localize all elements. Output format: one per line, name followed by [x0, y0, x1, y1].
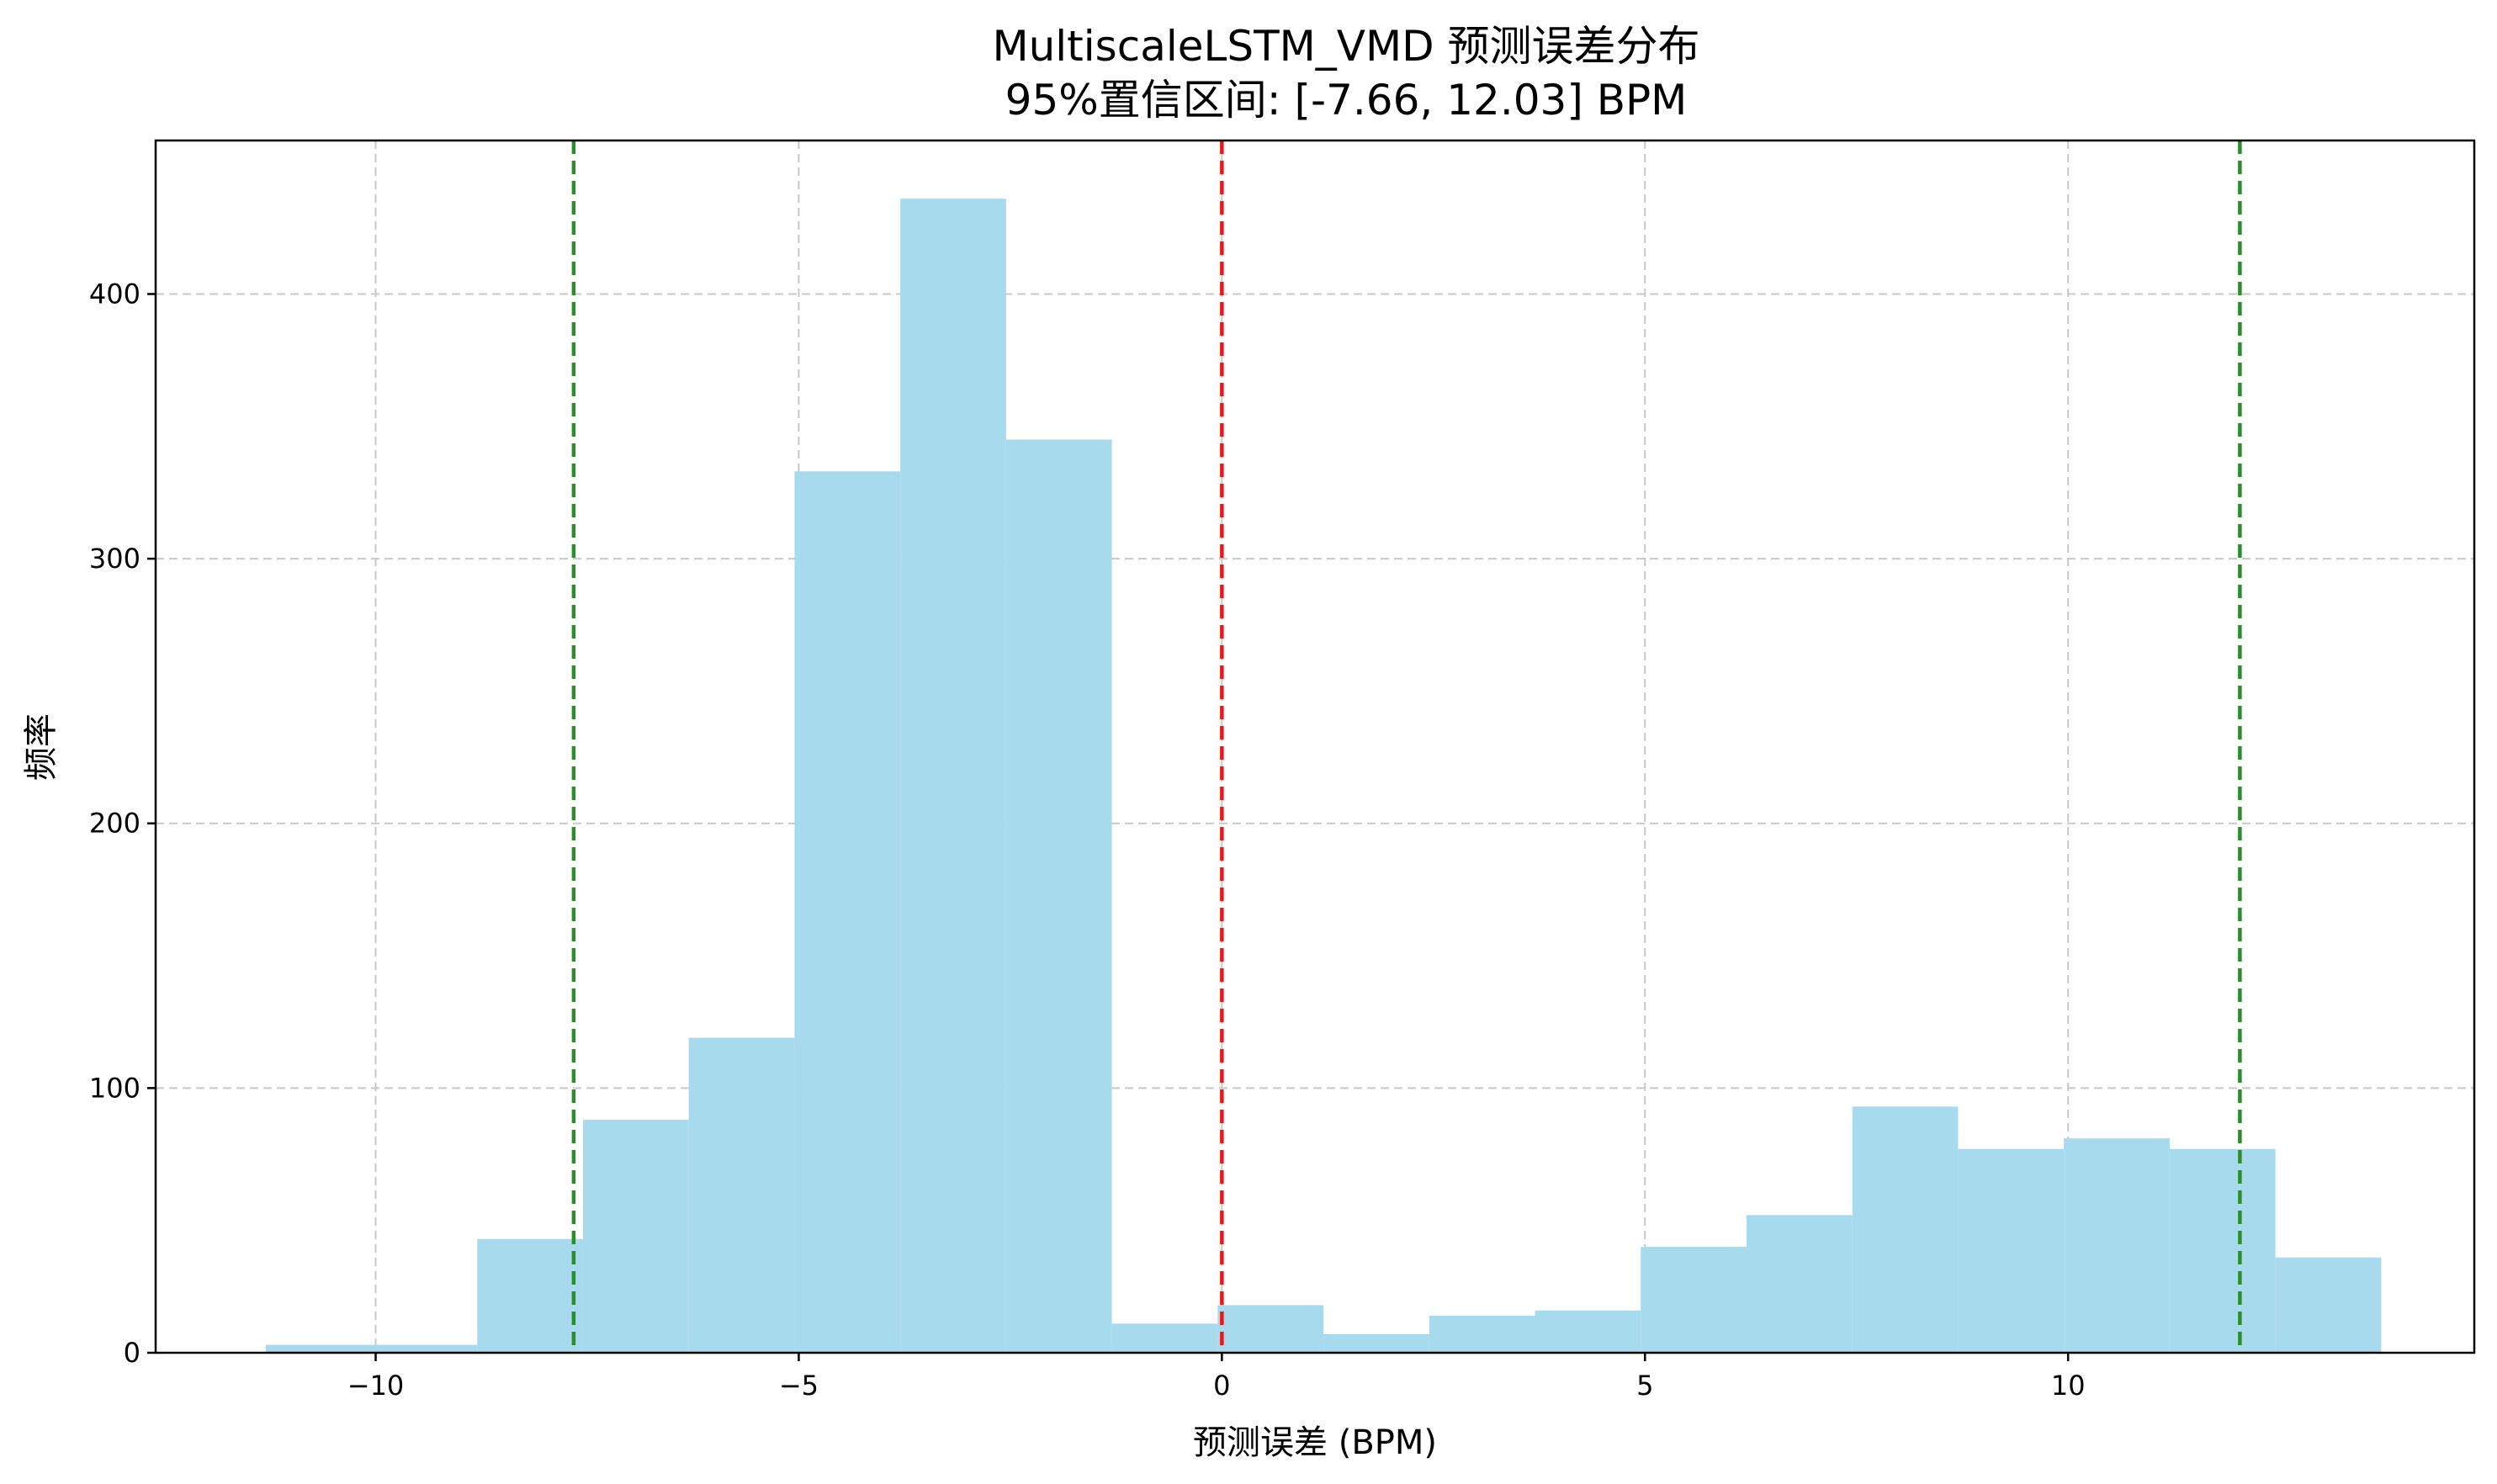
x-tick-label-4: 10: [2051, 1370, 2086, 1402]
reference-lines: [571, 140, 2242, 1353]
histogram-bar-15: [1958, 1148, 2065, 1353]
histogram-bar-14: [1852, 1106, 1959, 1353]
y-axis-label: 频率: [22, 713, 61, 781]
y-tick-label-3: 300: [89, 543, 140, 575]
histogram-bar-13: [1746, 1215, 1853, 1353]
histogram-bars: [265, 199, 2382, 1354]
histogram-bar-7: [1111, 1323, 1218, 1353]
x-tick-label-2: 0: [1213, 1370, 1230, 1402]
histogram-bar-17: [2169, 1148, 2276, 1353]
histogram-bar-8: [1217, 1305, 1324, 1353]
histogram-bar-10: [1429, 1315, 1535, 1353]
histogram-bar-5: [900, 199, 1006, 1353]
histogram-bar-2: [582, 1120, 689, 1353]
histogram-bar-4: [794, 471, 901, 1353]
histogram-bar-18: [2275, 1257, 2382, 1353]
plot-frame: [154, 139, 2476, 1354]
histogram-bar-6: [1005, 439, 1112, 1354]
x-axis-label: 预测误差 (BPM): [1193, 1423, 1437, 1462]
chart-subtitle: 95%置信区间: [-7.66, 12.03] BPM: [1005, 76, 1688, 125]
y-tick-label-0: 0: [124, 1337, 140, 1369]
histogram-bar-1: [477, 1238, 583, 1353]
histogram-bar-0: [265, 1344, 478, 1353]
histogram-bar-3: [688, 1037, 795, 1353]
x-tick-label-0: −10: [347, 1370, 405, 1402]
chart-title: MultiscaleLSTM_VMD 预测误差分布: [992, 22, 1699, 71]
y-tick-label-1: 100: [89, 1072, 140, 1104]
x-axis-ticks: −10 −5 0 5 10: [347, 1353, 2086, 1402]
x-tick-label-3: 5: [1636, 1370, 1653, 1402]
histogram-bar-16: [2064, 1138, 2170, 1353]
histogram-bar-11: [1535, 1310, 1641, 1353]
y-tick-label-4: 400: [89, 278, 140, 310]
histogram-bar-9: [1323, 1333, 1429, 1353]
x-tick-label-1: −5: [779, 1370, 819, 1402]
y-axis-ticks: 0 100 200 300 400: [89, 278, 156, 1369]
histogram-bar-12: [1641, 1247, 1747, 1353]
y-tick-label-2: 200: [89, 808, 140, 840]
